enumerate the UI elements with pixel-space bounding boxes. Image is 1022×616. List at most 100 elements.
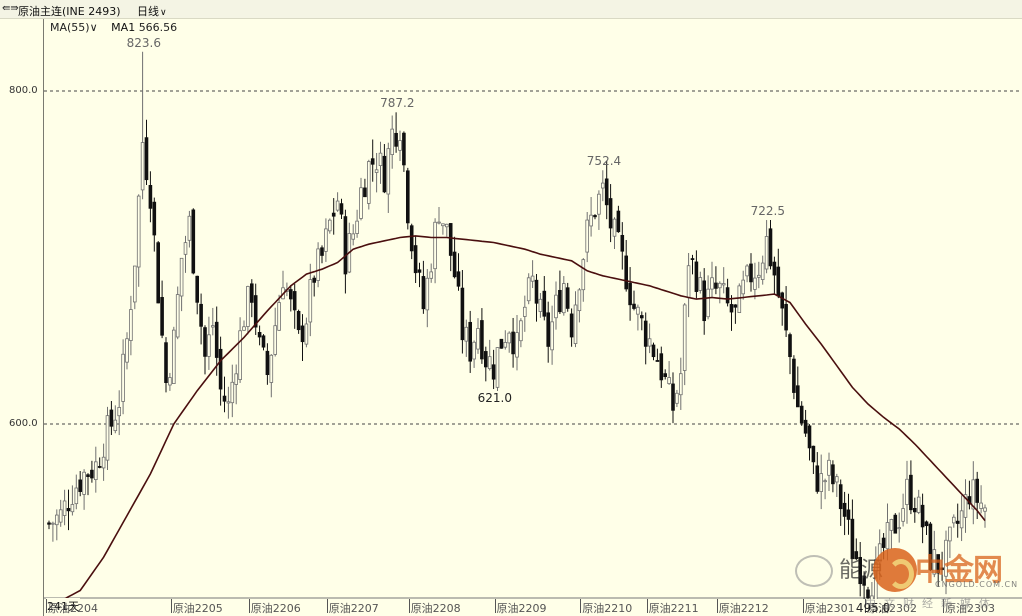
candle-down — [86, 474, 90, 478]
candle-down — [714, 282, 718, 289]
candle-up — [589, 214, 593, 227]
candle-down — [558, 289, 562, 313]
candle-up — [121, 353, 125, 402]
y-tick-label-600: 600.0 — [9, 418, 38, 429]
candle-down — [265, 350, 270, 376]
candle-down — [468, 321, 472, 362]
candle-up — [901, 508, 905, 522]
candle-up — [597, 193, 601, 215]
ma-line — [62, 235, 986, 599]
candle-up — [983, 507, 987, 512]
candle-down — [261, 335, 266, 348]
ma-param-selector[interactable]: MA(55)∨ — [50, 21, 98, 34]
candle-down — [409, 225, 414, 252]
candle-up — [682, 304, 687, 371]
candle-up — [757, 274, 761, 278]
x-tick — [580, 599, 582, 613]
candle-up — [647, 338, 652, 347]
candle-up — [54, 514, 59, 526]
candle-down — [671, 383, 675, 411]
x-tick — [170, 599, 172, 613]
candle-down — [288, 289, 293, 300]
day-count: 241天 — [46, 598, 80, 614]
candle-down — [940, 567, 944, 571]
candle-up — [269, 354, 274, 383]
candle-down — [300, 325, 305, 343]
candle-up — [210, 325, 215, 328]
candle-down — [811, 445, 816, 463]
candle-up — [308, 279, 313, 323]
x-tick — [408, 599, 410, 613]
candle-down — [156, 242, 161, 304]
candle-down — [546, 312, 550, 347]
candle-down — [565, 287, 570, 309]
candle-up — [62, 500, 67, 516]
candle-up — [979, 502, 983, 509]
instrument-selector[interactable]: 原油主连(INE 2493) — [18, 5, 121, 18]
ma1-value: 566.56 — [138, 21, 178, 34]
candle-up — [359, 187, 363, 219]
expand-icon[interactable]: ⇚⇛ — [2, 3, 19, 14]
period-selector[interactable]: 日线∨ — [137, 5, 167, 18]
candle-up — [952, 516, 956, 524]
candle-up — [136, 195, 141, 268]
candle-up — [944, 539, 948, 577]
candle-down — [694, 261, 699, 292]
candle-up — [487, 356, 492, 370]
x-tick-label: 原油2209 — [496, 602, 547, 615]
candle-up — [441, 223, 445, 227]
x-tick — [248, 599, 250, 613]
candle-up — [238, 330, 242, 380]
peak-label: 722.5 — [750, 204, 785, 219]
candle-up — [117, 407, 122, 417]
candle-up — [519, 320, 523, 342]
candle-down — [846, 509, 851, 520]
candle-down — [655, 360, 660, 362]
candle-up — [444, 223, 449, 228]
candle-up — [58, 509, 63, 523]
candle-down — [312, 277, 316, 283]
candle-down — [78, 479, 82, 492]
candle-up — [437, 221, 441, 224]
candle-down — [152, 201, 157, 236]
candle-down — [460, 287, 465, 341]
candle-up — [686, 265, 691, 299]
candle-up — [835, 476, 839, 483]
candle-down — [702, 280, 706, 322]
candlestick-chart[interactable] — [44, 19, 1022, 599]
candle-down — [253, 295, 258, 328]
candle-down — [480, 320, 484, 360]
candle-down — [651, 344, 656, 358]
candle-down — [663, 373, 667, 378]
candle-up — [554, 294, 558, 319]
candle-down — [975, 478, 979, 503]
candle-down — [448, 223, 453, 256]
candle-up — [959, 510, 964, 529]
candle-up — [429, 271, 433, 279]
x-tick — [716, 599, 718, 613]
candle-down — [292, 291, 297, 311]
candle-up — [675, 392, 679, 404]
candle-up — [105, 415, 110, 461]
candle-down — [866, 589, 870, 599]
candle-up — [246, 286, 250, 327]
candle-down — [628, 282, 632, 306]
candle-down — [370, 158, 375, 165]
candle-up — [706, 288, 710, 318]
candle-up — [530, 275, 535, 282]
candle-up — [948, 526, 952, 542]
candle-down — [402, 132, 406, 166]
trough-label: 495.0 — [855, 600, 891, 615]
candle-down — [339, 203, 344, 215]
candle-down — [854, 551, 859, 560]
candle-down — [452, 251, 457, 278]
candle-up — [679, 373, 683, 396]
candle-down — [511, 331, 515, 355]
candle-down — [413, 245, 418, 274]
candle-down — [491, 364, 496, 380]
candle-down — [955, 520, 960, 524]
candle-up — [577, 289, 582, 312]
candle-up — [562, 283, 566, 314]
candle-up — [207, 334, 211, 357]
candle-up — [82, 471, 86, 495]
